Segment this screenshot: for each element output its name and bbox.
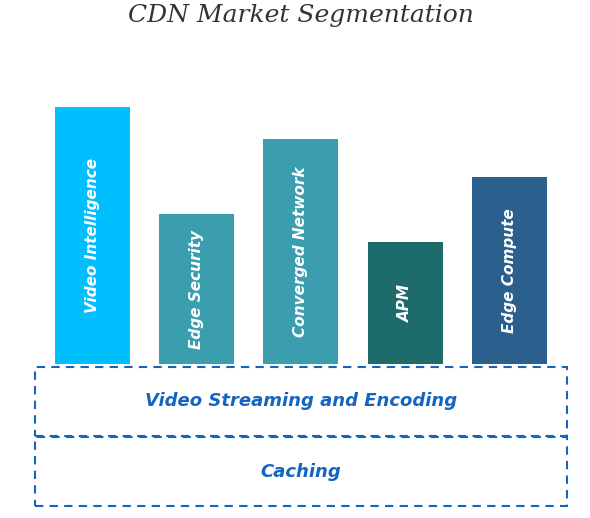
- Text: Converged Network: Converged Network: [293, 166, 309, 337]
- Bar: [368, 242, 443, 364]
- Text: APM: APM: [398, 284, 413, 322]
- Bar: [35, 437, 567, 506]
- Text: Caching: Caching: [261, 463, 341, 481]
- Title: CDN Market Segmentation: CDN Market Segmentation: [128, 4, 474, 27]
- Text: Video Streaming and Encoding: Video Streaming and Encoding: [145, 393, 457, 410]
- Bar: [472, 177, 548, 364]
- Text: Edge Compute: Edge Compute: [502, 208, 517, 333]
- Bar: [263, 139, 339, 364]
- Text: Edge Security: Edge Security: [189, 229, 204, 349]
- Bar: [35, 367, 567, 436]
- Text: Video Intelligence: Video Intelligence: [84, 158, 100, 313]
- Bar: [54, 107, 130, 364]
- Bar: [159, 214, 234, 364]
